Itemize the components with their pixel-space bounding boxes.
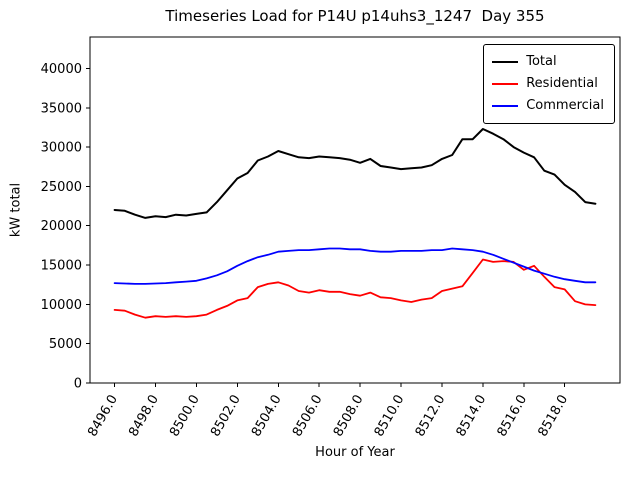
svg-text:8516.0: 8516.0 (495, 393, 531, 440)
svg-text:40000: 40000 (41, 62, 82, 77)
legend-label: Total (526, 54, 557, 69)
x-axis-label: Hour of Year (315, 445, 395, 460)
legend-label: Residential (526, 76, 598, 91)
svg-text:8498.0: 8498.0 (126, 393, 162, 440)
svg-text:8512.0: 8512.0 (413, 393, 449, 440)
svg-text:8518.0: 8518.0 (535, 393, 571, 440)
legend-label: Commercial (526, 98, 604, 113)
legend-item-residential: Residential (492, 73, 604, 95)
svg-text:5000: 5000 (49, 337, 82, 352)
legend-line-swatch (492, 61, 519, 63)
svg-text:15000: 15000 (41, 259, 82, 274)
legend: Total Residential Commercial (483, 44, 615, 124)
y-axis-label: kW total (8, 182, 24, 238)
svg-text:8514.0: 8514.0 (454, 393, 490, 440)
svg-text:8502.0: 8502.0 (208, 393, 244, 440)
svg-text:8508.0: 8508.0 (331, 393, 367, 440)
svg-text:8506.0: 8506.0 (290, 393, 326, 440)
svg-text:25000: 25000 (41, 180, 82, 195)
legend-item-total: Total (492, 51, 604, 73)
legend-line-swatch (492, 83, 519, 85)
svg-text:8504.0: 8504.0 (249, 393, 285, 440)
svg-text:10000: 10000 (41, 298, 82, 313)
svg-text:8510.0: 8510.0 (372, 393, 408, 440)
legend-item-commercial: Commercial (492, 95, 604, 117)
svg-text:8500.0: 8500.0 (167, 393, 203, 440)
svg-text:0: 0 (74, 377, 82, 392)
legend-line-swatch (492, 105, 519, 107)
svg-text:35000: 35000 (41, 101, 82, 116)
svg-text:20000: 20000 (41, 219, 82, 234)
svg-text:8496.0: 8496.0 (85, 393, 121, 440)
chart-title: Timeseries Load for P14U p14uhs3_1247 Da… (165, 7, 545, 25)
svg-text:30000: 30000 (41, 141, 82, 156)
